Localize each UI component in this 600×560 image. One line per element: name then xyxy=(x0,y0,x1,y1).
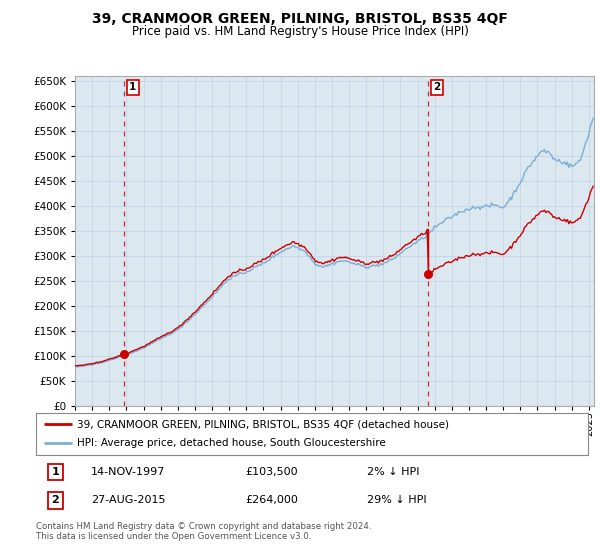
Point xyxy=(424,269,433,278)
Text: 14-NOV-1997: 14-NOV-1997 xyxy=(91,467,166,477)
Text: 27-AUG-2015: 27-AUG-2015 xyxy=(91,496,166,505)
Text: Price paid vs. HM Land Registry's House Price Index (HPI): Price paid vs. HM Land Registry's House … xyxy=(131,25,469,38)
Text: 2: 2 xyxy=(52,496,59,505)
Text: 29% ↓ HPI: 29% ↓ HPI xyxy=(367,496,427,505)
Text: 2% ↓ HPI: 2% ↓ HPI xyxy=(367,467,420,477)
Point xyxy=(119,349,129,358)
Text: 1: 1 xyxy=(129,82,137,92)
Text: Contains HM Land Registry data © Crown copyright and database right 2024.
This d: Contains HM Land Registry data © Crown c… xyxy=(36,522,371,542)
Text: £103,500: £103,500 xyxy=(246,467,298,477)
Text: £264,000: £264,000 xyxy=(246,496,299,505)
Text: 39, CRANMOOR GREEN, PILNING, BRISTOL, BS35 4QF (detached house): 39, CRANMOOR GREEN, PILNING, BRISTOL, BS… xyxy=(77,419,449,429)
Text: 39, CRANMOOR GREEN, PILNING, BRISTOL, BS35 4QF: 39, CRANMOOR GREEN, PILNING, BRISTOL, BS… xyxy=(92,12,508,26)
Text: 1: 1 xyxy=(52,467,59,477)
Text: 2: 2 xyxy=(434,82,441,92)
Text: HPI: Average price, detached house, South Gloucestershire: HPI: Average price, detached house, Sout… xyxy=(77,438,386,449)
